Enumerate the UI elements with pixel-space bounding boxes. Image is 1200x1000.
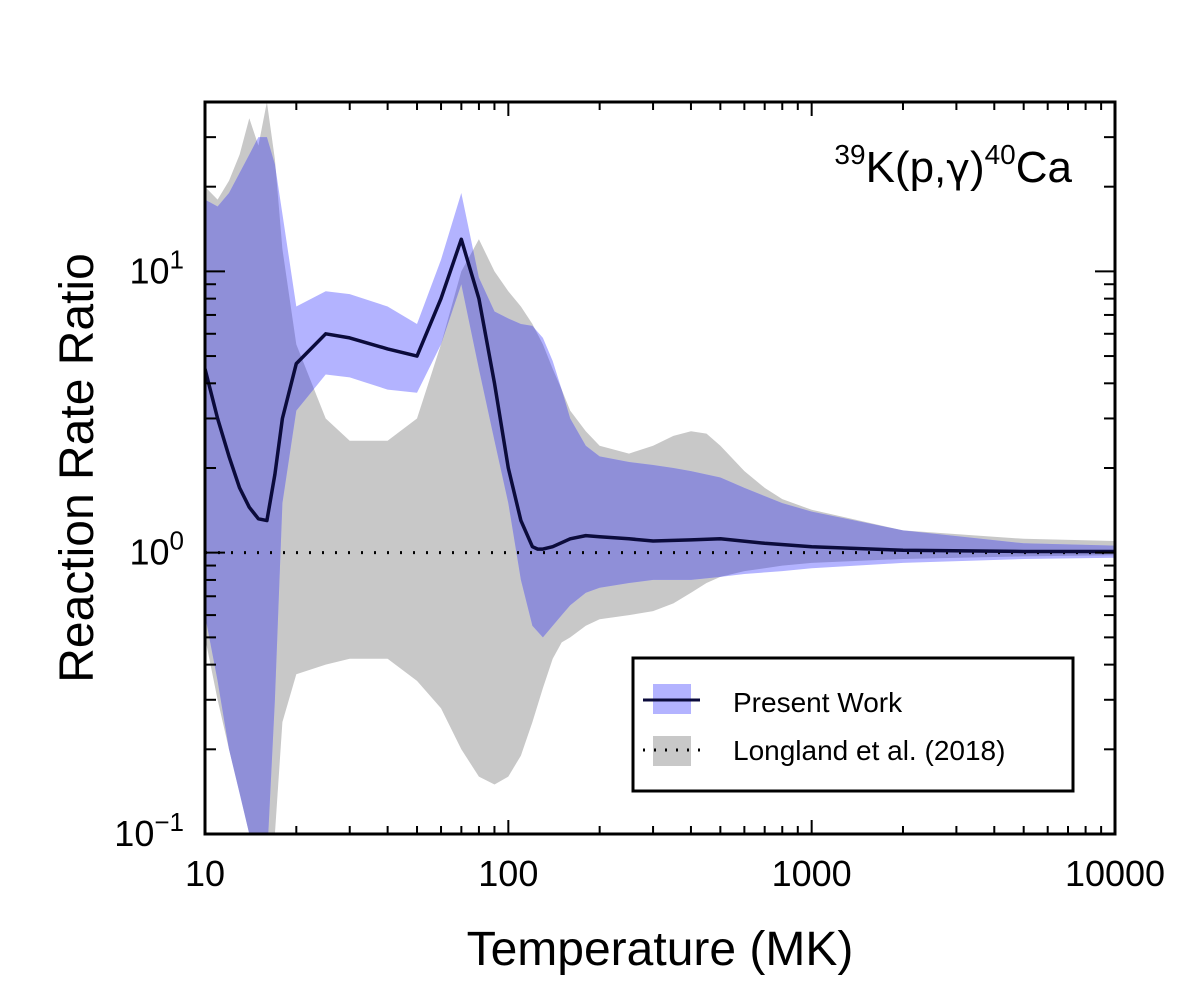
reaction-sup-mass-40: 40	[985, 139, 1016, 170]
reaction-gamma: γ	[946, 146, 970, 192]
x-tick-label: 1000	[772, 853, 852, 894]
y-tick-label: 10−1	[114, 807, 184, 854]
legend-label-longland: Longland et al. (2018)	[733, 735, 1005, 766]
plot-frame	[203, 100, 1117, 836]
legend-swatch-longland-band	[653, 736, 691, 766]
present-median-line	[205, 237, 1115, 554]
legend-box	[631, 656, 1075, 793]
x-axis-title: Temperature (MK)	[467, 923, 854, 976]
reaction-annotation: 39K(p,γ)40Ca	[834, 139, 1072, 192]
y-axis-title: Reaction Rate Ratio	[51, 253, 104, 683]
legend: Present Work Longland et al. (2018)	[631, 656, 1075, 793]
y-tick-label: 101	[129, 244, 184, 291]
reaction-target: K(p,	[866, 143, 947, 192]
y-tick-label: 100	[129, 526, 184, 573]
legend-label-present: Present Work	[733, 687, 903, 718]
x-tick-label: 10000	[1065, 853, 1165, 894]
reaction-product: Ca	[1016, 143, 1073, 192]
reaction-sup-mass-39: 39	[834, 139, 865, 170]
x-tick-label: 100	[478, 853, 538, 894]
x-tick-label: 10	[185, 853, 225, 894]
reaction-close-paren: )	[970, 143, 985, 192]
